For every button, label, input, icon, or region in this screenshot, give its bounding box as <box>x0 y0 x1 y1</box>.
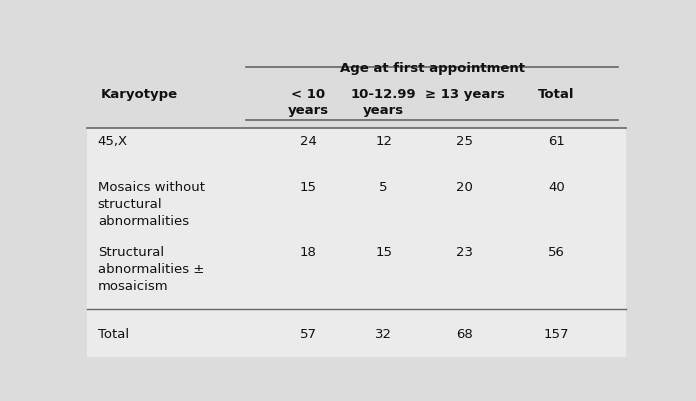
Text: 40: 40 <box>548 181 564 194</box>
Text: 20: 20 <box>456 181 473 194</box>
Text: 15: 15 <box>300 181 317 194</box>
Text: Mosaics without
structural
abnormalities: Mosaics without structural abnormalities <box>97 181 205 228</box>
Text: 157: 157 <box>544 328 569 340</box>
Text: 23: 23 <box>456 246 473 259</box>
Text: Karyotype: Karyotype <box>100 88 177 101</box>
Text: 10-12.99
years: 10-12.99 years <box>351 88 416 117</box>
Text: 5: 5 <box>379 181 388 194</box>
Text: 56: 56 <box>548 246 564 259</box>
Text: 25: 25 <box>456 135 473 148</box>
Text: Structural
abnormalities ±
mosaicism: Structural abnormalities ± mosaicism <box>97 246 204 293</box>
Text: Total: Total <box>538 88 574 101</box>
Text: ≥ 13 years: ≥ 13 years <box>425 88 505 101</box>
Text: 68: 68 <box>456 328 473 340</box>
Text: 15: 15 <box>375 246 392 259</box>
Text: 61: 61 <box>548 135 564 148</box>
Text: 18: 18 <box>300 246 317 259</box>
Text: 45,X: 45,X <box>97 135 128 148</box>
Text: 57: 57 <box>300 328 317 340</box>
Text: 32: 32 <box>375 328 392 340</box>
Text: < 10
years: < 10 years <box>287 88 329 117</box>
Text: 24: 24 <box>300 135 317 148</box>
Text: Age at first appointment: Age at first appointment <box>340 62 525 75</box>
Text: Total: Total <box>97 328 129 340</box>
Text: 12: 12 <box>375 135 392 148</box>
